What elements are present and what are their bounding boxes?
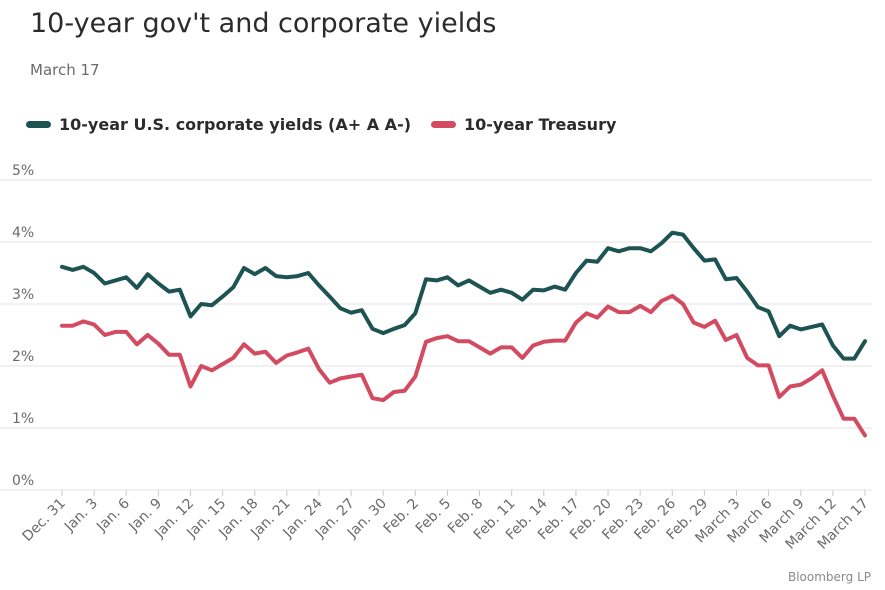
- legend-item-corporate[interactable]: 10-year U.S. corporate yields (A+ A A-): [26, 115, 411, 134]
- y-tick-label: 2%: [12, 349, 34, 365]
- x-tick-label: Dec. 31: [19, 496, 68, 545]
- x-tick-label: Jan. 3: [61, 496, 101, 536]
- series-line-corporate[interactable]: [60, 230, 867, 361]
- y-tick-label: 0%: [12, 473, 34, 489]
- x-tick-label: Feb. 5: [413, 496, 454, 537]
- legend-swatch-treasury: [431, 121, 457, 128]
- source-credit: Bloomberg LP: [787, 570, 871, 584]
- y-tick-label: 1%: [12, 411, 34, 427]
- y-tick-label: 5%: [12, 163, 34, 179]
- legend-swatch-corporate: [26, 121, 51, 128]
- y-tick-label: 3%: [12, 287, 34, 303]
- x-tick-label: Feb. 2: [381, 496, 422, 537]
- chart-legend: 10-year U.S. corporate yields (A+ A A-) …: [26, 115, 636, 134]
- chart-subtitle: March 17: [30, 61, 100, 79]
- legend-item-treasury[interactable]: 10-year Treasury: [431, 115, 616, 134]
- legend-label-corporate: 10-year U.S. corporate yields (A+ A A-): [59, 115, 412, 134]
- x-tick-label: Jan. 6: [93, 495, 133, 535]
- legend-label-treasury: 10-year Treasury: [464, 115, 617, 134]
- series-line-treasury[interactable]: [60, 293, 867, 438]
- y-tick-label: 4%: [12, 225, 34, 241]
- chart-title: 10-year gov't and corporate yields: [30, 8, 497, 39]
